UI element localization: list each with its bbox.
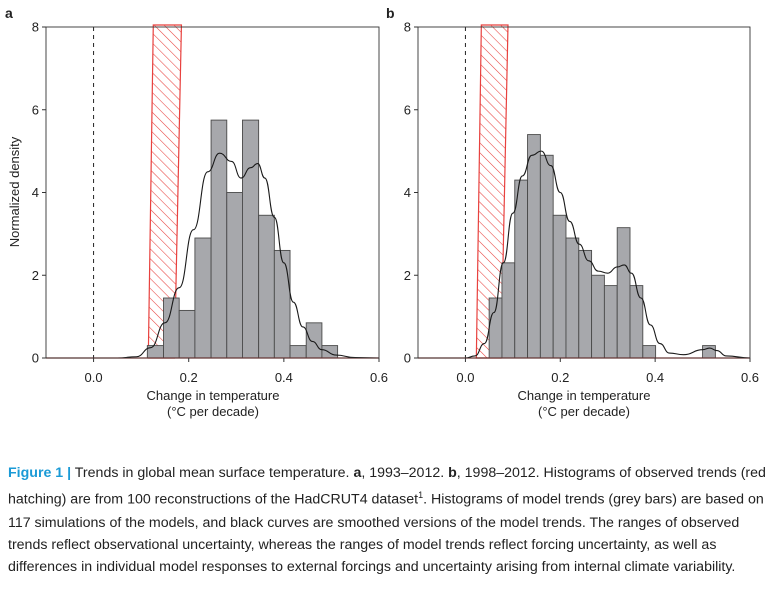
model-bar	[178, 309, 196, 359]
figure-caption: Figure 1 | Trends in global mean surface…	[8, 462, 778, 579]
caption-panel-b-ref: b	[448, 465, 457, 481]
model-bar	[514, 179, 529, 359]
y-tick-label: 6	[32, 102, 39, 117]
y-tick-label: 4	[32, 185, 39, 200]
x-tick-label: 0.6	[370, 370, 388, 385]
y-tick-label: 2	[404, 268, 411, 283]
panel-a-label: a	[5, 5, 13, 21]
y-tick-label: 4	[404, 185, 411, 200]
x-tick-label: 0.2	[551, 370, 569, 385]
panel-b: b 0 2 4 6 8 0.0 0.2 0.4 0.6 Change in temperatur…	[386, 5, 759, 419]
smoothed-model-curve	[418, 150, 751, 359]
model-bar	[488, 297, 503, 359]
x-tick-label: 0.4	[275, 370, 293, 385]
model-bar	[305, 322, 323, 359]
figure: a Normalized density 0 2 4 6 8 0.0 0.2 0.4 0.6 C…	[5, 5, 759, 419]
model-bar	[194, 237, 212, 359]
x-tick-label: 0.2	[180, 370, 198, 385]
y-tick-label: 2	[32, 268, 39, 283]
model-bar	[616, 227, 631, 359]
model-bar	[702, 345, 716, 359]
panel-a-xlabel: Change in temperature	[147, 388, 280, 403]
model-bar	[603, 285, 618, 359]
model-bar	[273, 249, 291, 359]
panel-a-plot: 0 2 4 6 8 0.0 0.2 0.4 0.6	[32, 20, 388, 386]
model-bar	[258, 214, 275, 359]
model-bar	[552, 214, 567, 359]
model-bar	[642, 345, 657, 359]
caption-text-pre: , 1998–2012. Histograms of observed tren…	[8, 465, 766, 509]
model-bar	[226, 192, 243, 359]
y-axis-label: Normalized density	[7, 136, 22, 247]
caption-figure-label: Figure 1 |	[8, 465, 72, 481]
model-bar	[289, 345, 307, 359]
caption-text-post: . Histograms of model trends (grey bars)…	[8, 492, 764, 576]
model-bar	[578, 249, 593, 359]
x-tick-label: 0.0	[85, 370, 103, 385]
model-bar	[501, 262, 516, 359]
panel-b-xlabel: Change in temperature	[518, 388, 651, 403]
y-tick-label: 6	[404, 102, 411, 117]
model-bar	[539, 154, 554, 359]
caption-panel-a-text: , 1993–2012.	[361, 465, 449, 481]
model-bar	[527, 134, 541, 359]
panel-a-xlabel-units: (°C per decade)	[167, 404, 259, 419]
panel-b-label: b	[386, 5, 395, 21]
caption-superscript: 1	[418, 490, 424, 501]
model-bar	[591, 274, 605, 359]
y-tick-label: 0	[32, 351, 39, 366]
x-tick-label: 0.0	[456, 370, 474, 385]
panel-b-xlabel-units: (°C per decade)	[538, 404, 630, 419]
caption-title: Trends in global mean surface temperatur…	[71, 465, 354, 481]
model-bar	[629, 285, 644, 359]
x-tick-label: 0.4	[646, 370, 664, 385]
y-tick-label: 8	[32, 20, 39, 35]
model-bar	[242, 119, 260, 359]
y-tick-label: 8	[404, 20, 411, 35]
panel-a: a Normalized density 0 2 4 6 8 0.0 0.2 0.4 0.6 C…	[5, 5, 388, 419]
model-bar	[321, 345, 339, 359]
caption-panel-a-ref: a	[353, 465, 362, 481]
panel-b-plot: 0 2 4 6 8 0.0 0.2 0.4 0.6	[404, 20, 759, 386]
x-tick-label: 0.6	[741, 370, 759, 385]
y-tick-label: 0	[404, 351, 411, 366]
smoothed-model-curve	[46, 152, 380, 359]
model-bar	[565, 237, 580, 359]
